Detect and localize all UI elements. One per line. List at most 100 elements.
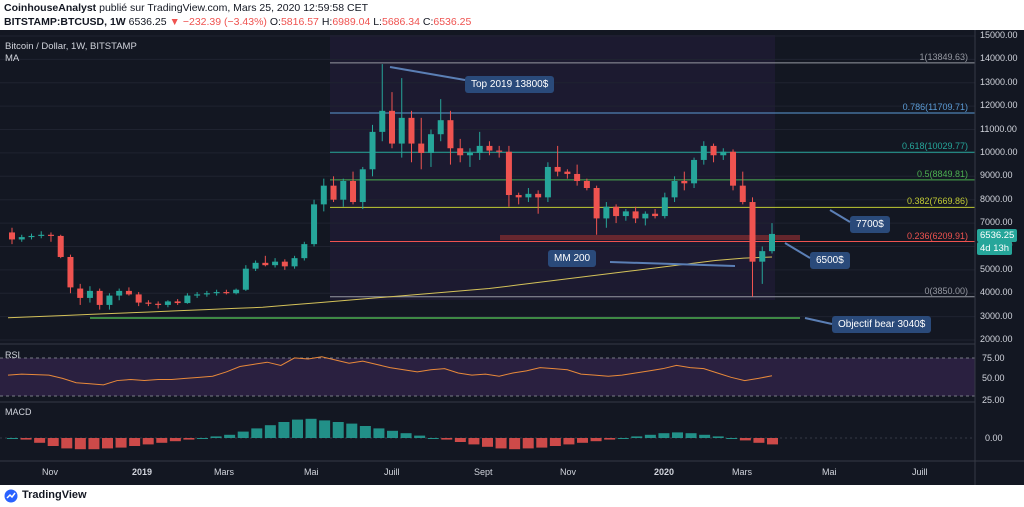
rsi-line xyxy=(7,356,773,386)
time-tick: Nov xyxy=(560,467,577,477)
macd-bar xyxy=(373,428,385,438)
low-value: 5686.34 xyxy=(381,16,420,28)
high-value: 6989.04 xyxy=(332,16,371,28)
tradingview-brand[interactable]: TradingView xyxy=(22,489,87,501)
macd-bar xyxy=(88,438,100,450)
high-label: H: xyxy=(321,16,333,28)
candle-body xyxy=(262,262,269,266)
candle-body xyxy=(242,268,249,290)
macd-bar xyxy=(509,438,521,450)
macd-bar xyxy=(61,438,73,449)
candle-body xyxy=(769,233,775,252)
macd-bar xyxy=(237,431,249,438)
callout-top-2019[interactable]: Top 2019 13800$ xyxy=(465,76,555,93)
author-name[interactable]: CoinhouseAnalyst xyxy=(4,2,97,14)
candle-body xyxy=(554,166,561,172)
callout-mm200[interactable]: MM 200 xyxy=(548,250,597,267)
candle-body xyxy=(311,204,318,245)
macd-bar xyxy=(292,419,303,438)
down-arrow-icon: ▼ xyxy=(169,16,180,28)
candle-body xyxy=(203,293,210,295)
candle-body xyxy=(125,290,132,295)
candle-body xyxy=(135,294,142,303)
macd-bar xyxy=(414,435,426,438)
price-change: −232.39 (−3.43%) xyxy=(182,16,267,28)
candle-body xyxy=(457,148,464,156)
fib-label: 0.236(6209.91) xyxy=(906,230,968,241)
macd-bar xyxy=(441,438,453,440)
candle-body xyxy=(466,152,473,156)
candle-body xyxy=(418,143,425,153)
candle-body xyxy=(223,292,230,294)
candle-body xyxy=(47,234,54,236)
legend-title[interactable]: Bitcoin / Dollar, 1W, BITSTAMP xyxy=(5,41,137,52)
candle-body xyxy=(379,110,386,132)
price-tick: 15000.00 xyxy=(980,30,1018,40)
macd-bar xyxy=(658,433,670,438)
candle-body xyxy=(700,145,707,160)
candle-body xyxy=(720,151,727,156)
macd-bar xyxy=(156,438,168,443)
fib-label: 0(3850.00) xyxy=(924,285,968,296)
rsi-tick-50: 50.00 xyxy=(982,373,1005,383)
candle-body xyxy=(369,131,376,170)
candle-body xyxy=(233,289,240,294)
candle-body xyxy=(574,173,581,181)
rsi-tick-75: 75.00 xyxy=(982,353,1005,363)
support-zone xyxy=(500,235,800,240)
macd-bar xyxy=(142,438,154,445)
candle-body xyxy=(544,166,551,198)
footer-bar: TradingView xyxy=(0,485,1024,507)
macd-bar xyxy=(427,438,439,439)
macd-bar xyxy=(563,438,575,445)
price-tick: 3000.00 xyxy=(980,310,1013,321)
macd-bar xyxy=(346,423,358,438)
time-tick: Mai xyxy=(304,467,319,477)
macd-bar xyxy=(7,438,18,439)
candle-body xyxy=(301,244,308,259)
candle-body xyxy=(106,295,113,305)
candle-body xyxy=(739,185,746,203)
candle-body xyxy=(96,290,103,305)
fib-label: 0.382(7669.86) xyxy=(906,196,968,207)
candles xyxy=(9,64,775,310)
macd-bar xyxy=(672,432,683,438)
candle-body xyxy=(340,180,347,200)
macd-bar xyxy=(251,428,263,438)
candle-body xyxy=(691,159,698,184)
macd-tick-zero: 0.00 xyxy=(985,433,1003,443)
callout-6500[interactable]: 6500$ xyxy=(810,252,850,269)
macd-bar xyxy=(278,422,290,438)
candle-body xyxy=(281,261,288,267)
macd-bar xyxy=(20,438,32,440)
macd-bar xyxy=(495,438,507,449)
time-tick: 2020 xyxy=(654,467,675,477)
price-tick: 2000.00 xyxy=(980,334,1013,344)
candle-body xyxy=(447,120,454,149)
current-price-tag: 6536.25 xyxy=(977,229,1018,242)
price-tick: 4000.00 xyxy=(980,287,1013,298)
candle-body xyxy=(476,145,483,153)
candle-body xyxy=(320,185,327,205)
callout-bear-target[interactable]: Objectif bear 3040$ xyxy=(832,316,932,333)
countdown-tag: 4d 13h xyxy=(977,242,1013,255)
candle-body xyxy=(38,234,45,236)
macd-bar xyxy=(224,434,236,438)
macd-bar xyxy=(753,438,765,443)
macd-bar xyxy=(102,438,113,449)
symbol-text: BITSTAMP:BTCUSD, 1W xyxy=(4,16,126,28)
time-tick: 2019 xyxy=(132,467,153,477)
macd-bar xyxy=(264,425,276,438)
macd-bar xyxy=(739,438,751,441)
candle-body xyxy=(535,193,542,198)
candle-body xyxy=(252,262,259,269)
candle-body xyxy=(145,302,152,304)
macd-bar xyxy=(712,436,724,438)
symbol-info: BITSTAMP:BTCUSD, 1W 6536.25 ▼ −232.39 (−… xyxy=(4,16,471,28)
macd-label[interactable]: MACD xyxy=(5,407,32,417)
fib-label: 0.618(10029.77) xyxy=(901,141,968,152)
callout-7700[interactable]: 7700$ xyxy=(850,216,890,233)
rsi-label[interactable]: RSI xyxy=(5,350,21,360)
legend-ma[interactable]: MA xyxy=(5,53,20,64)
